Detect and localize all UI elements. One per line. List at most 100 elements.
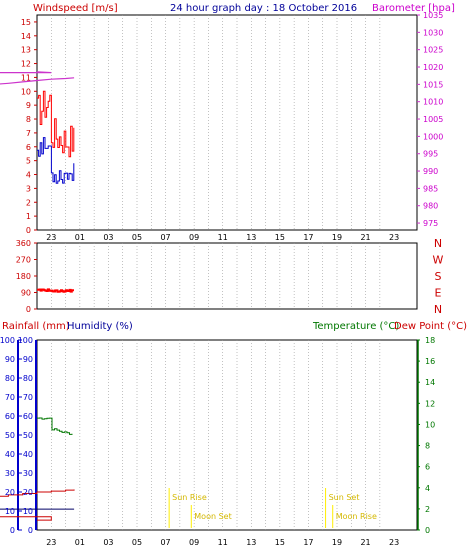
barometer-tick-label: 1000 — [423, 132, 443, 141]
rainfall-tick-label: 80 — [5, 374, 15, 383]
x-tick-label: 21 — [360, 538, 370, 547]
rainfall-line — [0, 489, 75, 521]
x-tick-label: 13 — [246, 233, 256, 242]
x-tick-label: 01 — [75, 233, 85, 242]
wind-direction-line — [37, 288, 74, 293]
windspeed-tick-label: 11 — [21, 73, 31, 82]
x-tick-label: 19 — [332, 233, 342, 242]
humidity-tick-label: 10 — [23, 507, 33, 516]
windspeed-tick-label: 5 — [26, 157, 31, 166]
barometer-tick-label: 995 — [423, 150, 438, 159]
dewpoint-title: Dew Point (°C) — [394, 321, 467, 332]
humidity-tick-label: 40 — [23, 450, 33, 459]
rainfall-tick-label: 60 — [5, 412, 15, 421]
x-tick-label: 15 — [275, 538, 285, 547]
windspeed-tick-label: 12 — [21, 60, 31, 69]
rainfall-tick-label: 10 — [5, 507, 15, 516]
x-tick-label: 23 — [46, 538, 56, 547]
x-tick-label: 13 — [246, 538, 256, 547]
event-label: Moon Set — [194, 512, 231, 521]
x-tick-label: 21 — [360, 233, 370, 242]
direction-compass-label: N — [434, 237, 442, 250]
temperature-tick-label: 6 — [425, 463, 430, 472]
x-tick-label: 01 — [75, 538, 85, 547]
temperature-tick-label: 0 — [425, 526, 430, 535]
barometer-title: Barometer [hpa] — [372, 3, 455, 14]
temperature-tick-label: 2 — [425, 505, 430, 514]
x-tick-label: 03 — [103, 233, 113, 242]
rainfall-tick-label: 100 — [0, 336, 15, 345]
humidity-title: Humidity (%) — [67, 321, 133, 332]
temperature-tick-label: 10 — [425, 420, 435, 429]
windspeed-tick-label: 10 — [21, 87, 31, 96]
rainfall-tick-label: 30 — [5, 469, 15, 478]
rainfall-tick-label: 40 — [5, 450, 15, 459]
barometer-tick-label: 975 — [423, 219, 438, 228]
barometer-tick-label: 1005 — [423, 115, 443, 124]
windspeed-tick-label: 13 — [21, 46, 31, 55]
x-tick-label: 09 — [189, 233, 199, 242]
humidity-tick-label: 80 — [23, 374, 33, 383]
rainfall-tick-label: 50 — [5, 431, 15, 440]
direction-tick-label: 0 — [26, 305, 31, 314]
x-tick-label: 11 — [218, 233, 228, 242]
panel-frame — [36, 339, 418, 531]
rainfall-tick-label: 0 — [10, 526, 15, 535]
x-tick-label: 19 — [332, 538, 342, 547]
x-tick-label: 17 — [303, 538, 313, 547]
barometer-tick-label: 980 — [423, 202, 438, 211]
barometer-tick-label: 1030 — [423, 28, 443, 37]
barometer-tick-label: 1020 — [423, 63, 443, 72]
direction-compass-label: N — [434, 303, 442, 316]
temperature-tick-label: 16 — [425, 357, 435, 366]
windspeed-tick-label: 1 — [26, 212, 31, 221]
rainfall-title: Rainfall (mm) — [2, 321, 70, 332]
x-tick-label: 11 — [218, 538, 228, 547]
windspeed-tick-label: 15 — [21, 18, 31, 27]
x-tick-label: 05 — [132, 233, 142, 242]
windspeed-tick-label: 9 — [26, 101, 31, 110]
barometer-line — [0, 71, 75, 85]
temperature-title: Temperature (°C) — [312, 321, 399, 332]
event-label: Sun Set — [329, 493, 360, 502]
x-tick-label: 05 — [132, 538, 142, 547]
panel-frame — [36, 14, 418, 231]
barometer-tick-label: 1015 — [423, 80, 443, 89]
direction-tick-label: 90 — [21, 289, 31, 298]
windspeed-tick-label: 8 — [26, 115, 31, 124]
direction-compass-label: S — [435, 270, 442, 283]
rainfall-tick-label: 20 — [5, 488, 15, 497]
x-tick-label: 23 — [389, 538, 399, 547]
wind-gust-line — [37, 90, 75, 158]
barometer-tick-label: 1010 — [423, 98, 443, 107]
humidity-tick-label: 100 — [18, 336, 33, 345]
humidity-tick-label: 30 — [23, 469, 33, 478]
x-tick-label: 23 — [46, 233, 56, 242]
temperature-tick-label: 14 — [425, 378, 435, 387]
x-tick-label: 03 — [103, 538, 113, 547]
temperature-tick-label: 18 — [425, 336, 435, 345]
barometer-tick-label: 1035 — [423, 11, 443, 20]
barometer-tick-label: 1025 — [423, 46, 443, 55]
barometer-tick-label: 990 — [423, 167, 438, 176]
direction-tick-label: 360 — [16, 239, 31, 248]
rainfall-tick-label: 70 — [5, 393, 15, 402]
windspeed-title: Windspeed [m/s] — [33, 3, 118, 14]
x-tick-label: 17 — [303, 233, 313, 242]
humidity-tick-label: 20 — [23, 488, 33, 497]
humidity-tick-label: 0 — [28, 526, 33, 535]
windspeed-tick-label: 6 — [26, 143, 31, 152]
windspeed-tick-label: 2 — [26, 198, 31, 207]
temperature-line — [37, 417, 73, 435]
direction-compass-label: W — [433, 254, 444, 267]
x-tick-label: 23 — [389, 233, 399, 242]
wind-average-line — [37, 137, 75, 184]
direction-tick-label: 180 — [16, 272, 31, 281]
humidity-tick-label: 50 — [23, 431, 33, 440]
humidity-tick-label: 60 — [23, 412, 33, 421]
event-label: Sun Rise — [172, 493, 207, 502]
windspeed-tick-label: 3 — [26, 184, 31, 193]
barometer-tick-label: 985 — [423, 184, 438, 193]
chart-title: 24 hour graph day : 18 October 2016 — [170, 3, 357, 14]
